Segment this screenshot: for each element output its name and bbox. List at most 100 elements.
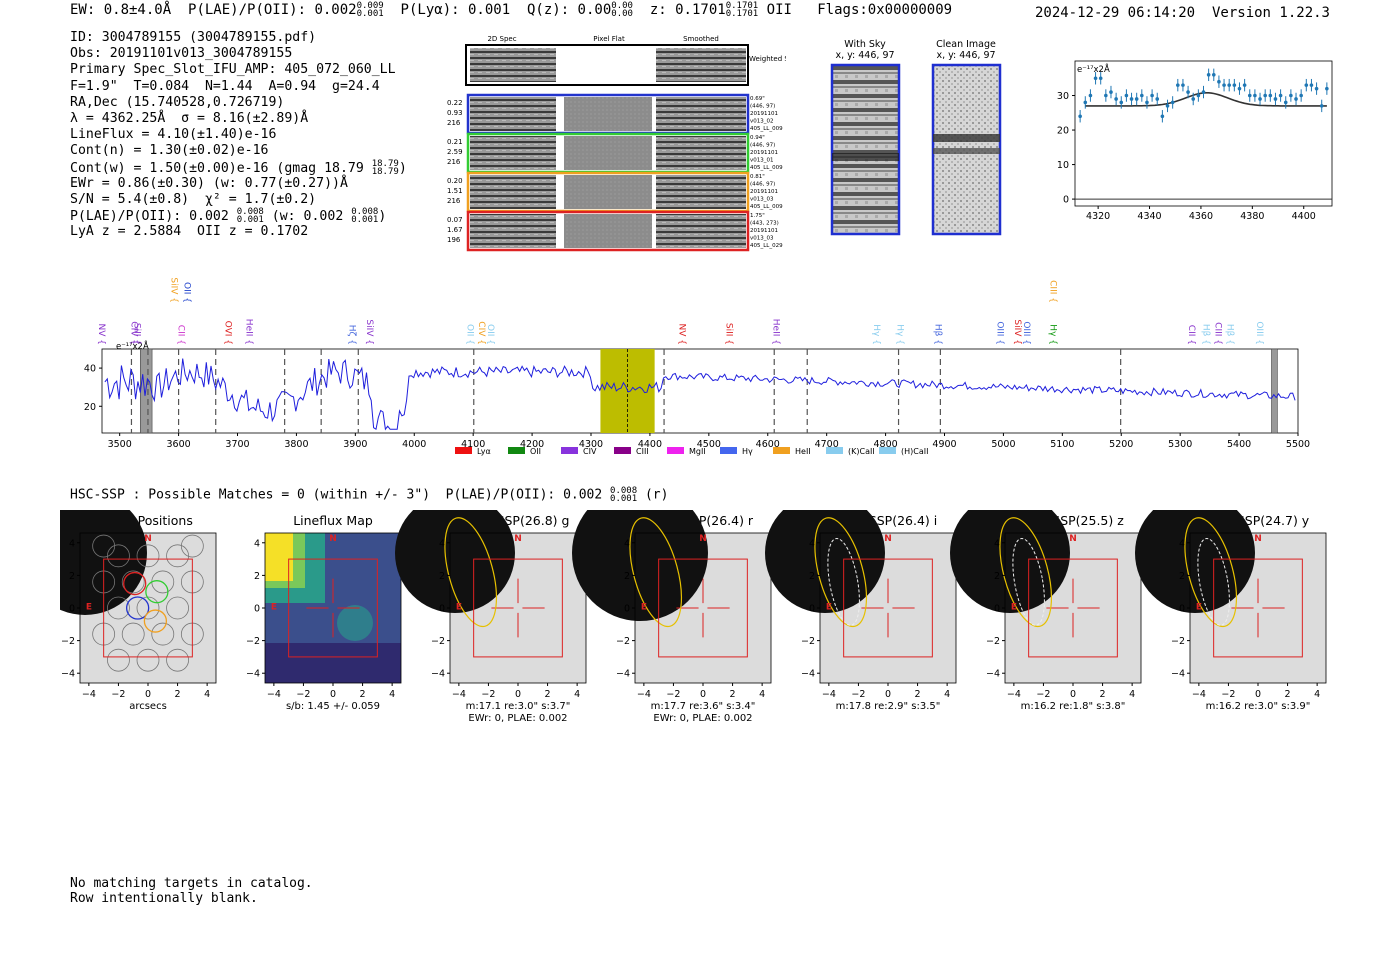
zoom-ytick-label: 20 bbox=[1057, 126, 1069, 137]
source-ellipse bbox=[629, 517, 683, 628]
thumb-ytick-label: 0 bbox=[439, 604, 445, 615]
plae-hi: 0.009 bbox=[356, 1, 384, 11]
zoom-point bbox=[1109, 90, 1113, 94]
zoom-point bbox=[1309, 83, 1314, 87]
thumbnail-caption: m:16.2 re:3.0" s:3.9" bbox=[1206, 701, 1311, 712]
zoom-point bbox=[1191, 97, 1196, 101]
cutout-row-stat: 1.67 bbox=[447, 226, 463, 234]
thumb-ytick-label: 0 bbox=[1179, 604, 1185, 615]
thumb-ytick-label: −4 bbox=[431, 669, 445, 680]
thumb-ytick-label: −2 bbox=[246, 636, 260, 647]
plae-line-text: P(LAE)/P(OII): 0.002 bbox=[70, 209, 229, 225]
zoom-point bbox=[1083, 100, 1088, 105]
flags-value: Flags:0x00000009 bbox=[817, 2, 953, 18]
legend-swatch bbox=[720, 447, 737, 454]
fiber-circle bbox=[121, 622, 145, 646]
cutout-smooth bbox=[656, 175, 746, 209]
emission-line-label: OII { bbox=[485, 324, 495, 345]
full-xtick-label: 4800 bbox=[873, 439, 897, 450]
cutout-row-stat: 1.51 bbox=[447, 187, 463, 195]
plae-w-hi: 0.008 bbox=[351, 207, 379, 218]
source-ellipse bbox=[444, 517, 498, 628]
thumb-xtick-label: 4 bbox=[389, 689, 395, 700]
cutout-frame bbox=[466, 210, 750, 252]
cutout-2d bbox=[470, 175, 556, 209]
cutout-2d bbox=[470, 214, 556, 248]
east-label: E bbox=[456, 603, 462, 613]
zoom-point bbox=[1273, 97, 1278, 101]
cutout-row: 0.21 2.59 216 0.94" (446, 97)20191101 v013_01… bbox=[447, 132, 783, 174]
zoom-point bbox=[1283, 100, 1288, 105]
cutout-row-meta: v013_02 bbox=[750, 119, 774, 125]
cutout-row-meta: (446, 97) bbox=[750, 104, 775, 110]
zoom-point bbox=[1129, 97, 1134, 101]
thumbnail-title: Lineflux Map bbox=[293, 513, 373, 528]
emission-line-label: SiIV { bbox=[364, 319, 374, 345]
thumb-xtick-label: 0 bbox=[885, 689, 891, 700]
legend-label: MgII bbox=[689, 447, 706, 456]
thumbnail-panel: Lineflux Map N E 4 2 0 −2 −4 −4 −2 0 2 4 s/b: 1.45 +/… bbox=[246, 513, 402, 712]
zoom-xtick-label: 4400 bbox=[1292, 211, 1316, 222]
source-ellipse bbox=[1184, 517, 1238, 628]
col-label-2d: 2D Spec bbox=[487, 35, 516, 43]
plae-lo: 0.001 bbox=[356, 9, 384, 19]
full-ytick-label: 20 bbox=[84, 402, 96, 413]
east-label: E bbox=[641, 603, 647, 613]
zoom-point bbox=[1278, 93, 1283, 98]
cutout-row-meta: 20191101 bbox=[750, 228, 778, 234]
zoom-point bbox=[1319, 104, 1324, 108]
emission-line-label: Hζ { bbox=[346, 325, 356, 345]
cutout-row: 0.22 0.93 216 0.69" (446, 97)20191101 v013_02… bbox=[447, 93, 783, 135]
cutout-smooth bbox=[656, 214, 746, 248]
thumb-xtick-label: −2 bbox=[1036, 689, 1050, 700]
full-xtick-label: 4900 bbox=[932, 439, 956, 450]
thumb-ytick-label: 2 bbox=[254, 571, 260, 582]
thumb-xtick-label: −2 bbox=[851, 689, 865, 700]
full-xtick-label: 3500 bbox=[108, 439, 132, 450]
thumb-ytick-label: 4 bbox=[1179, 538, 1185, 549]
zoom-unit-label: e⁻¹⁷x2Å bbox=[1077, 63, 1110, 75]
zoom-point bbox=[1140, 93, 1144, 98]
legend-swatch bbox=[614, 447, 631, 454]
emission-line-label: CII { bbox=[1186, 325, 1196, 345]
legend-swatch bbox=[455, 447, 472, 454]
zoom-xtick-label: 4320 bbox=[1086, 211, 1110, 222]
thumb-ytick-label: 4 bbox=[809, 538, 815, 549]
cutout-row-meta: 1.75" bbox=[750, 213, 765, 219]
sky-title: With Sky bbox=[844, 39, 886, 50]
east-label: E bbox=[1196, 603, 1202, 613]
cutout-row-stat: 0.20 bbox=[447, 177, 463, 185]
thumbnail-caption: EWr: 0, PLAE: 0.002 bbox=[468, 713, 567, 724]
full-xtick-label: 3700 bbox=[225, 439, 249, 450]
north-label: N bbox=[514, 534, 522, 544]
zoom-fit-curve bbox=[1085, 92, 1327, 107]
full-xtick-label: 5100 bbox=[1050, 439, 1074, 450]
full-xtick-label: 4100 bbox=[461, 439, 485, 450]
cutout-flat bbox=[564, 214, 652, 248]
zoom-xtick-label: 4340 bbox=[1137, 211, 1161, 222]
cutout-row-meta: 20191101 bbox=[750, 189, 778, 195]
cutout-row-stat: 0.21 bbox=[447, 138, 463, 146]
search-box bbox=[1213, 558, 1303, 658]
zoom-point bbox=[1294, 97, 1298, 101]
thumb-xtick-label: 4 bbox=[1314, 689, 1320, 700]
spectrum-line bbox=[104, 358, 1296, 431]
datetime: 2024-12-29 06:14:20 bbox=[1034, 5, 1196, 21]
thumbnail-caption: EWr: 0, PLAE: 0.002 bbox=[653, 713, 752, 724]
full-xtick-label: 4500 bbox=[697, 439, 721, 450]
emission-line-label: OII { bbox=[464, 324, 474, 345]
zoom-point bbox=[1196, 93, 1201, 98]
zoom-point bbox=[1170, 100, 1175, 105]
thumb-ytick-label: 2 bbox=[809, 571, 815, 582]
full-xtick-label: 5000 bbox=[991, 439, 1015, 450]
east-label: E bbox=[86, 603, 92, 613]
thumb-xtick-label: −4 bbox=[637, 689, 651, 700]
fiber-circle bbox=[166, 648, 189, 672]
cutout-row-stat: 0.22 bbox=[447, 99, 463, 107]
thumb-ytick-label: −4 bbox=[616, 669, 630, 680]
fiber-circle bbox=[151, 622, 175, 646]
cutout-row-stat: 0.93 bbox=[447, 109, 463, 117]
